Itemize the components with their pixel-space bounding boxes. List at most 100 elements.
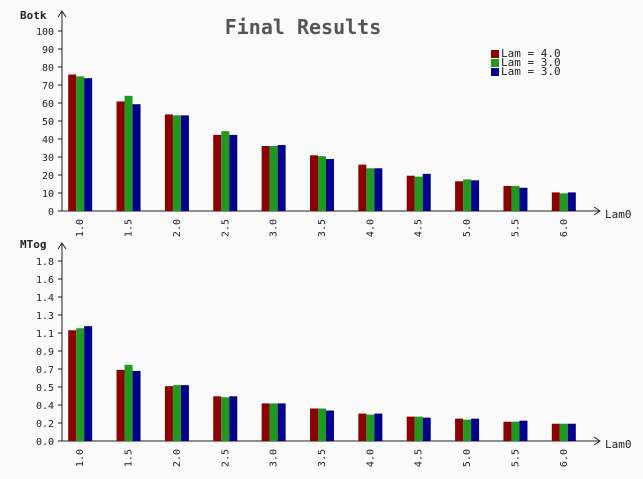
x-tick-label: 6.0 [559,219,570,237]
x-tick-label: 3.0 [269,449,280,467]
bar-1-4.0 [358,413,367,441]
y-tick-label: 0.9 [36,347,54,358]
bar-2-1.5 [124,95,133,211]
legend-swatch-1 [491,50,499,58]
bar-3-4.0 [374,168,383,211]
y-tick-label: 0 [48,207,54,218]
bar-3-3.5 [326,159,334,211]
bar-2-5.5 [511,185,520,211]
bar-2-4.5 [414,176,423,211]
bar-1-4.5 [406,175,415,211]
y-tick-label: 0.7 [36,365,54,376]
x-tick-label: 4.5 [414,219,425,237]
bar-3-3.0 [277,403,286,441]
bottom-chart: 0.0 0.2 0.4 0.5 0.7 0.9 1.1 1.3 1.4 1.6 1.8 MTog Lam… [20,238,632,467]
y-tick-label: 1.1 [36,329,54,340]
x-tick-label: 4.5 [414,449,425,467]
y-tick-label: 60 [42,99,54,110]
bar-2-2.5 [221,397,230,441]
bar-2-3.5 [318,156,326,211]
bar-1-5.5 [503,421,512,441]
bar-3-6.0 [567,423,576,441]
x-tick-label: 4.0 [365,449,376,467]
x-axis-label: Lam0 [605,438,632,451]
x-axis-arrow [593,436,601,446]
y-tick-label: 10 [42,189,54,200]
bar-2-1.0 [76,328,85,441]
bar-2-5.5 [511,421,520,441]
bar-2-3.0 [269,146,278,211]
bar-2-5.0 [463,419,472,441]
bar-2-2.5 [221,131,230,211]
y-tick-label: 40 [42,135,54,146]
bar-3-3.5 [326,410,334,441]
legend-swatch-2 [491,59,499,67]
bar-3-1.5 [132,370,141,441]
x-tick-label: 3.5 [317,219,328,237]
bar-2-4.0 [366,168,375,211]
bar-3-5.5 [519,187,528,211]
x-tick-label: 3.5 [317,449,328,467]
bar-1-3.0 [261,146,270,211]
x-tick-label: 2.5 [220,449,231,467]
bar-3-5.0 [471,180,480,211]
bar-1-4.0 [358,164,367,211]
x-tick-label: 2.0 [172,449,183,467]
bar-3-3.0 [277,145,286,211]
bar-2-3.0 [269,403,278,441]
bar-2-5.0 [463,179,472,211]
bar-1-1.0 [68,74,77,211]
bar-3-4.5 [422,417,431,441]
y-tick-label: 1.3 [36,311,54,322]
y-axis-label: MTog [20,238,47,251]
bar-1-1.5 [116,101,125,211]
top-chart: 0 10 20 30 40 50 60 70 80 90 100 Botk Lam0 1.0 1.5 2.0 2… [20,9,632,237]
y-axis-arrow [57,242,67,250]
bar-1-5.5 [503,185,512,211]
y-tick-label: 1.6 [36,275,54,286]
bar-2-2.0 [172,385,181,441]
y-tick-label: 30 [42,153,54,164]
bar-1-1.0 [68,330,77,441]
y-tick-label: 1.8 [36,257,54,268]
bar-3-4.0 [374,413,383,441]
bar-3-1.5 [132,104,141,211]
bar-3-5.0 [471,418,480,441]
bar-3-2.0 [180,115,189,211]
legend-label-1: Lam = 4.0 [501,47,561,60]
y-tick-label: 70 [42,81,54,92]
y-tick-label: 20 [42,171,54,182]
legend-label-3: Lam = 3.0 [501,65,561,78]
y-tick-label: 0.0 [36,437,54,448]
x-tick-label: 1.5 [124,219,135,237]
x-tick-label: 5.5 [510,449,521,467]
y-tick-label: 100 [36,27,54,38]
x-tick-label: 1.0 [75,449,86,467]
bar-1-2.0 [164,114,173,211]
y-tick-label: 50 [42,117,54,128]
bar-2-2.0 [172,115,181,211]
chart-title: Final Results [225,15,382,39]
x-tick-label: 4.0 [365,219,376,237]
bar-2-6.0 [559,193,568,211]
x-tick-label: 2.0 [172,219,183,237]
bar-2-4.5 [414,416,423,441]
x-tick-label: 3.0 [269,219,280,237]
y-tick-label: 90 [42,45,54,56]
bar-2-1.5 [124,364,133,441]
bar-1-6.0 [551,192,560,211]
bar-3-1.0 [84,326,93,441]
bar-2-3.5 [318,408,326,441]
bar-1-3.5 [310,408,318,441]
legend-swatch-3 [491,68,499,76]
x-axis-label: Lam0 [605,208,632,221]
x-tick-label: 2.5 [220,219,231,237]
x-tick-label: 6.0 [559,449,570,467]
bar-3-6.0 [567,192,576,211]
y-axis-arrow [57,10,67,18]
y-axis-label: Botk [20,9,47,22]
legend-label-2: Lam = 3.0 [501,56,561,69]
x-axis-arrow [593,206,601,216]
bar-1-6.0 [551,423,560,441]
